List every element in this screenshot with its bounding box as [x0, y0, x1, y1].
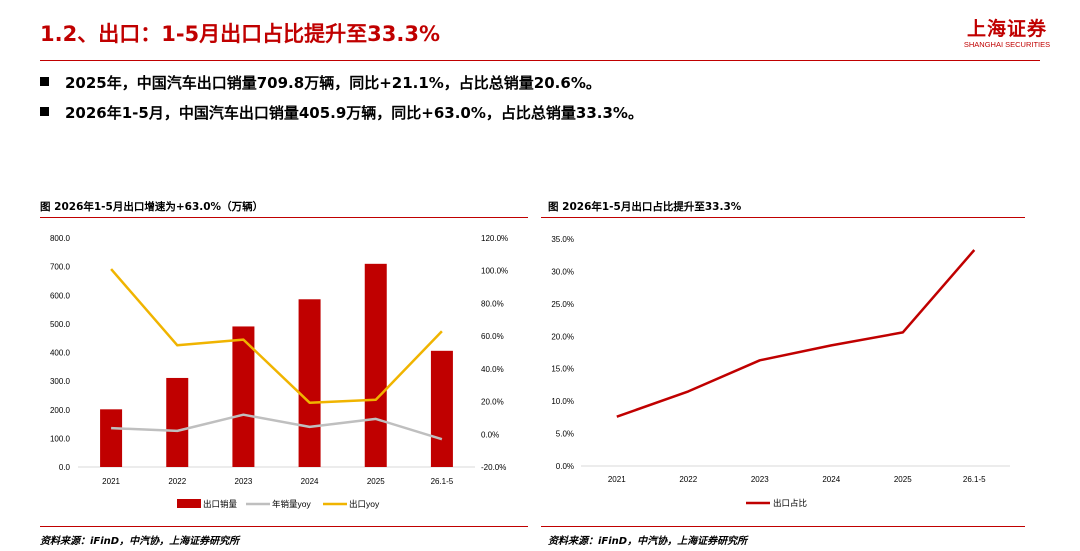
annual-sales-yoy-line — [111, 413, 443, 441]
left-chart-x-tick-label: 2023 — [235, 477, 253, 486]
right-chart-y-tick-label: 35.0% — [551, 235, 574, 244]
export-volume-bar — [232, 326, 255, 467]
right-chart-y-tick-label: 0.0% — [556, 462, 574, 471]
bullet-square-icon — [40, 107, 49, 116]
left-chart-title: 图 2026年1-5月出口增速为+63.0%（万辆） — [40, 201, 264, 213]
left-chart-y2-tick-label: 100.0% — [481, 267, 508, 276]
right-chart-x-tick-label: 2021 — [608, 475, 626, 484]
left-chart-source: 资料来源：iFinD，中汽协，上海证券研究所 — [40, 536, 240, 547]
left-chart-y-tick-label: 200.0 — [50, 406, 71, 415]
legend-label-export-share: 出口占比 — [773, 498, 807, 508]
bullet-2025: 2025年，中国汽车出口销量709.8万辆，同比+21.1%，占比总销量20.6… — [40, 72, 601, 93]
export-share-line — [616, 249, 976, 418]
left-chart-y2-tick-label: -20.0% — [481, 463, 506, 472]
right-chart-x-tick-label: 2024 — [822, 475, 840, 484]
left-chart-y-tick-label: 0.0 — [59, 463, 71, 472]
header-divider — [40, 60, 1040, 61]
export-volume-bar — [430, 350, 453, 467]
left-chart-y-tick-label: 100.0 — [50, 434, 71, 443]
left-chart-y2-tick-label: 60.0% — [481, 332, 504, 341]
shanghai-securities-logo: 上海证券 SHANGHAI SECURITIES — [960, 18, 1054, 49]
right-chart-y-tick-label: 30.0% — [551, 267, 574, 276]
right-chart-y-tick-label: 15.0% — [551, 365, 574, 374]
bullet-2026: 2026年1-5月，中国汽车出口销量405.9万辆，同比+63.0%，占比总销量… — [40, 102, 643, 123]
right-chart-y-tick-label: 20.0% — [551, 332, 574, 341]
right-chart-y-tick-label: 5.0% — [556, 430, 574, 439]
left-chart-top-divider — [40, 217, 528, 218]
left-chart-y-tick-label: 800.0 — [50, 234, 71, 243]
right-chart-y-tick-label: 10.0% — [551, 397, 574, 406]
logo-english: SHANGHAI SECURITIES — [963, 40, 1051, 49]
export-volume-bar — [166, 377, 189, 467]
legend-label-annual-yoy: 年销量yoy — [272, 499, 311, 509]
right-chart-y-tick-label: 25.0% — [551, 300, 574, 309]
left-chart-x-tick-label: 2025 — [367, 477, 385, 486]
left-chart-y2-tick-label: 0.0% — [481, 430, 499, 439]
left-chart-y2-tick-label: 80.0% — [481, 299, 504, 308]
left-chart-x-tick-label: 2021 — [102, 477, 120, 486]
logo-chinese: 上海证券 — [966, 18, 1047, 40]
legend-label-export-yoy: 出口yoy — [349, 499, 380, 509]
right-chart-x-tick-label: 2025 — [894, 475, 912, 484]
page-title: 1.2、出口：1-5月出口占比提升至33.3% — [40, 22, 440, 46]
left-chart-y-tick-label: 400.0 — [50, 349, 71, 358]
left-chart-x-tick-label: 2024 — [301, 477, 319, 486]
bullet-text: 2026年1-5月，中国汽车出口销量405.9万辆，同比+63.0%，占比总销量… — [65, 104, 643, 122]
left-chart-y-tick-label: 700.0 — [50, 263, 71, 272]
export-volume-bar — [364, 263, 387, 467]
bullet-text: 2025年，中国汽车出口销量709.8万辆，同比+21.1%，占比总销量20.6… — [65, 74, 601, 92]
left-chart-bottom-divider — [40, 526, 528, 527]
right-chart-bottom-divider — [541, 526, 1025, 527]
left-chart-x-tick-label: 2022 — [168, 477, 186, 486]
bullet-square-icon — [40, 77, 49, 86]
left-chart-y-tick-label: 600.0 — [50, 291, 71, 300]
export-volume-bar — [298, 299, 321, 467]
right-chart-source: 资料来源：iFinD，中汽协，上海证券研究所 — [548, 536, 748, 547]
right-chart-x-tick-label: 2022 — [679, 475, 697, 484]
right-chart-top-divider — [541, 217, 1025, 218]
right-chart-title: 图 2026年1-5月出口占比提升至33.3% — [548, 201, 742, 213]
export-volume-bar — [100, 409, 123, 467]
left-chart-y2-tick-label: 40.0% — [481, 365, 504, 374]
right-chart-x-tick-label: 26.1-5 — [963, 475, 986, 484]
legend-label-export-volume: 出口销量 — [203, 499, 238, 509]
left-chart-y2-tick-label: 120.0% — [481, 234, 508, 243]
right-chart-x-tick-label: 2023 — [751, 475, 769, 484]
export-yoy-line — [110, 268, 443, 404]
left-chart-y2-tick-label: 20.0% — [481, 398, 504, 407]
left-chart-y-tick-label: 500.0 — [50, 320, 71, 329]
left-chart-x-tick-label: 26.1-5 — [431, 477, 454, 486]
legend-swatch-export-volume — [177, 499, 201, 508]
left-chart-y-tick-label: 300.0 — [50, 377, 71, 386]
